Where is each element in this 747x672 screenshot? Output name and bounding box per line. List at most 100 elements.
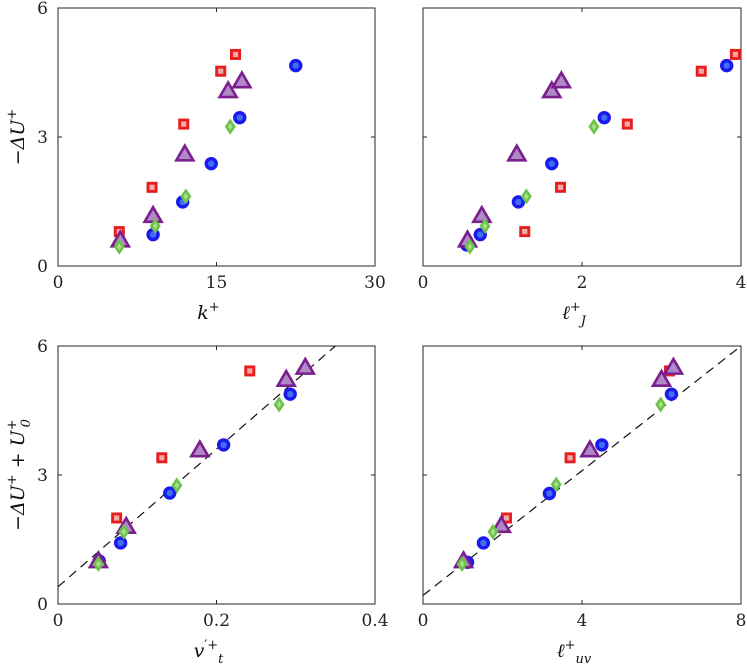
data-point-diamond — [655, 396, 667, 413]
series-triangle — [456, 70, 573, 248]
data-point-square — [500, 512, 512, 524]
data-point-triangle — [650, 368, 673, 387]
data-point-triangle — [550, 70, 573, 89]
data-point-circle — [719, 58, 734, 73]
data-point-square — [695, 65, 707, 77]
y-axis-label: −ΔU+ — [5, 109, 29, 166]
x-axis-label: v′+t — [194, 638, 225, 667]
panel-bottom-left: 0 0.2 0.4 0 3 6 v′+t −ΔU+ + U+0 — [5, 337, 389, 667]
data-point-square — [156, 452, 168, 464]
data-point-diamond — [92, 556, 104, 573]
data-point-circle — [233, 110, 247, 125]
x-axis-label: ℓ+uv — [557, 638, 592, 667]
data-point-triangle — [189, 438, 211, 458]
x-tick-label: 0 — [53, 273, 64, 293]
data-point-triangle — [662, 356, 685, 375]
series-square — [111, 365, 256, 524]
x-tick-label: 0.2 — [203, 611, 230, 631]
data-point-diamond — [520, 188, 532, 205]
data-point-diamond — [487, 523, 499, 540]
panel-bottom-right: 0 4 8 ℓ+uv — [418, 345, 747, 667]
data-point-circle — [163, 486, 177, 500]
data-point-diamond — [180, 188, 192, 205]
y-tick-label: 3 — [37, 128, 48, 148]
x-tick-label: 0 — [418, 273, 429, 293]
data-point-square — [555, 181, 567, 193]
data-point-triangle — [231, 70, 253, 89]
data-point-diamond — [118, 523, 130, 540]
y-tick-label: 0 — [37, 595, 48, 615]
data-point-diamond — [479, 218, 491, 235]
data-point-circle — [511, 195, 526, 209]
axes-frame — [57, 345, 376, 605]
panel-top-left: 0 15 30 0 3 6 k+ −ΔU+ — [5, 0, 386, 324]
data-point-diamond — [588, 118, 600, 135]
data-point-circle — [542, 486, 557, 501]
data-point-circle — [204, 156, 218, 171]
x-axis-label: k+ — [197, 300, 219, 324]
x-tick-label: 30 — [364, 273, 386, 293]
axes-frame — [422, 7, 742, 267]
data-point-square — [215, 65, 227, 77]
series-diamond — [92, 396, 285, 573]
x-tick-label: 2 — [577, 273, 588, 293]
data-point-triangle — [490, 514, 513, 534]
y-tick-label: 3 — [37, 466, 48, 486]
data-point-circle — [283, 387, 297, 401]
data-point-circle — [597, 110, 611, 125]
data-point-diamond — [113, 238, 125, 255]
data-point-square — [111, 512, 123, 524]
data-point-diamond — [224, 118, 236, 135]
x-tick-label: 0.4 — [361, 611, 388, 631]
fit-line — [422, 345, 742, 596]
data-point-square — [178, 118, 190, 130]
data-point-diamond — [171, 477, 183, 494]
data-point-square — [519, 226, 531, 238]
panels: 0 15 30 0 3 6 k+ −ΔU+ 0 2 4 ℓ+J 0 0.2 0.4 0 3 6 v′+t −ΔU+ +… — [5, 0, 746, 667]
data-point-diamond — [456, 556, 468, 573]
data-point-square — [564, 452, 576, 464]
series-diamond — [464, 118, 600, 255]
y-tick-label: 6 — [37, 337, 48, 357]
x-tick-label: 4 — [736, 273, 747, 293]
data-point-square — [230, 48, 242, 60]
x-tick-label: 8 — [736, 611, 747, 631]
data-point-circle — [545, 156, 559, 171]
data-point-diamond — [273, 396, 285, 413]
series-square — [519, 48, 741, 238]
data-point-diamond — [550, 476, 562, 493]
x-tick-label: 0 — [53, 611, 64, 631]
data-point-triangle — [579, 438, 601, 458]
data-point-triangle — [471, 204, 493, 224]
series-diamond — [456, 396, 667, 573]
series-diamond — [113, 118, 236, 255]
data-point-square — [621, 118, 633, 130]
data-point-square — [244, 365, 256, 377]
panel-top-right: 0 2 4 ℓ+J — [418, 7, 747, 329]
data-point-triangle — [217, 79, 239, 99]
y-tick-label: 0 — [37, 257, 48, 277]
y-tick-label: 6 — [37, 0, 48, 19]
x-tick-label: 15 — [206, 273, 228, 293]
data-point-circle — [595, 438, 609, 452]
x-tick-label: 0 — [418, 611, 429, 631]
data-point-triangle — [294, 356, 317, 375]
data-point-triangle — [541, 79, 563, 99]
series-triangle — [109, 70, 253, 248]
axes-frame — [57, 7, 376, 267]
y-axis-label: −ΔU+ + U+0 — [5, 419, 34, 531]
x-axis-label: ℓ+J — [562, 300, 587, 329]
data-point-diamond — [464, 238, 476, 255]
data-point-triangle — [506, 143, 528, 162]
data-point-circle — [113, 536, 128, 550]
data-point-triangle — [275, 368, 297, 387]
data-point-triangle — [174, 143, 196, 162]
data-point-diamond — [149, 218, 161, 235]
data-point-circle — [664, 387, 679, 401]
data-point-square — [146, 181, 158, 193]
x-tick-label: 4 — [577, 611, 588, 631]
data-point-square — [729, 48, 741, 60]
data-point-circle — [216, 438, 231, 452]
data-point-circle — [476, 536, 491, 550]
